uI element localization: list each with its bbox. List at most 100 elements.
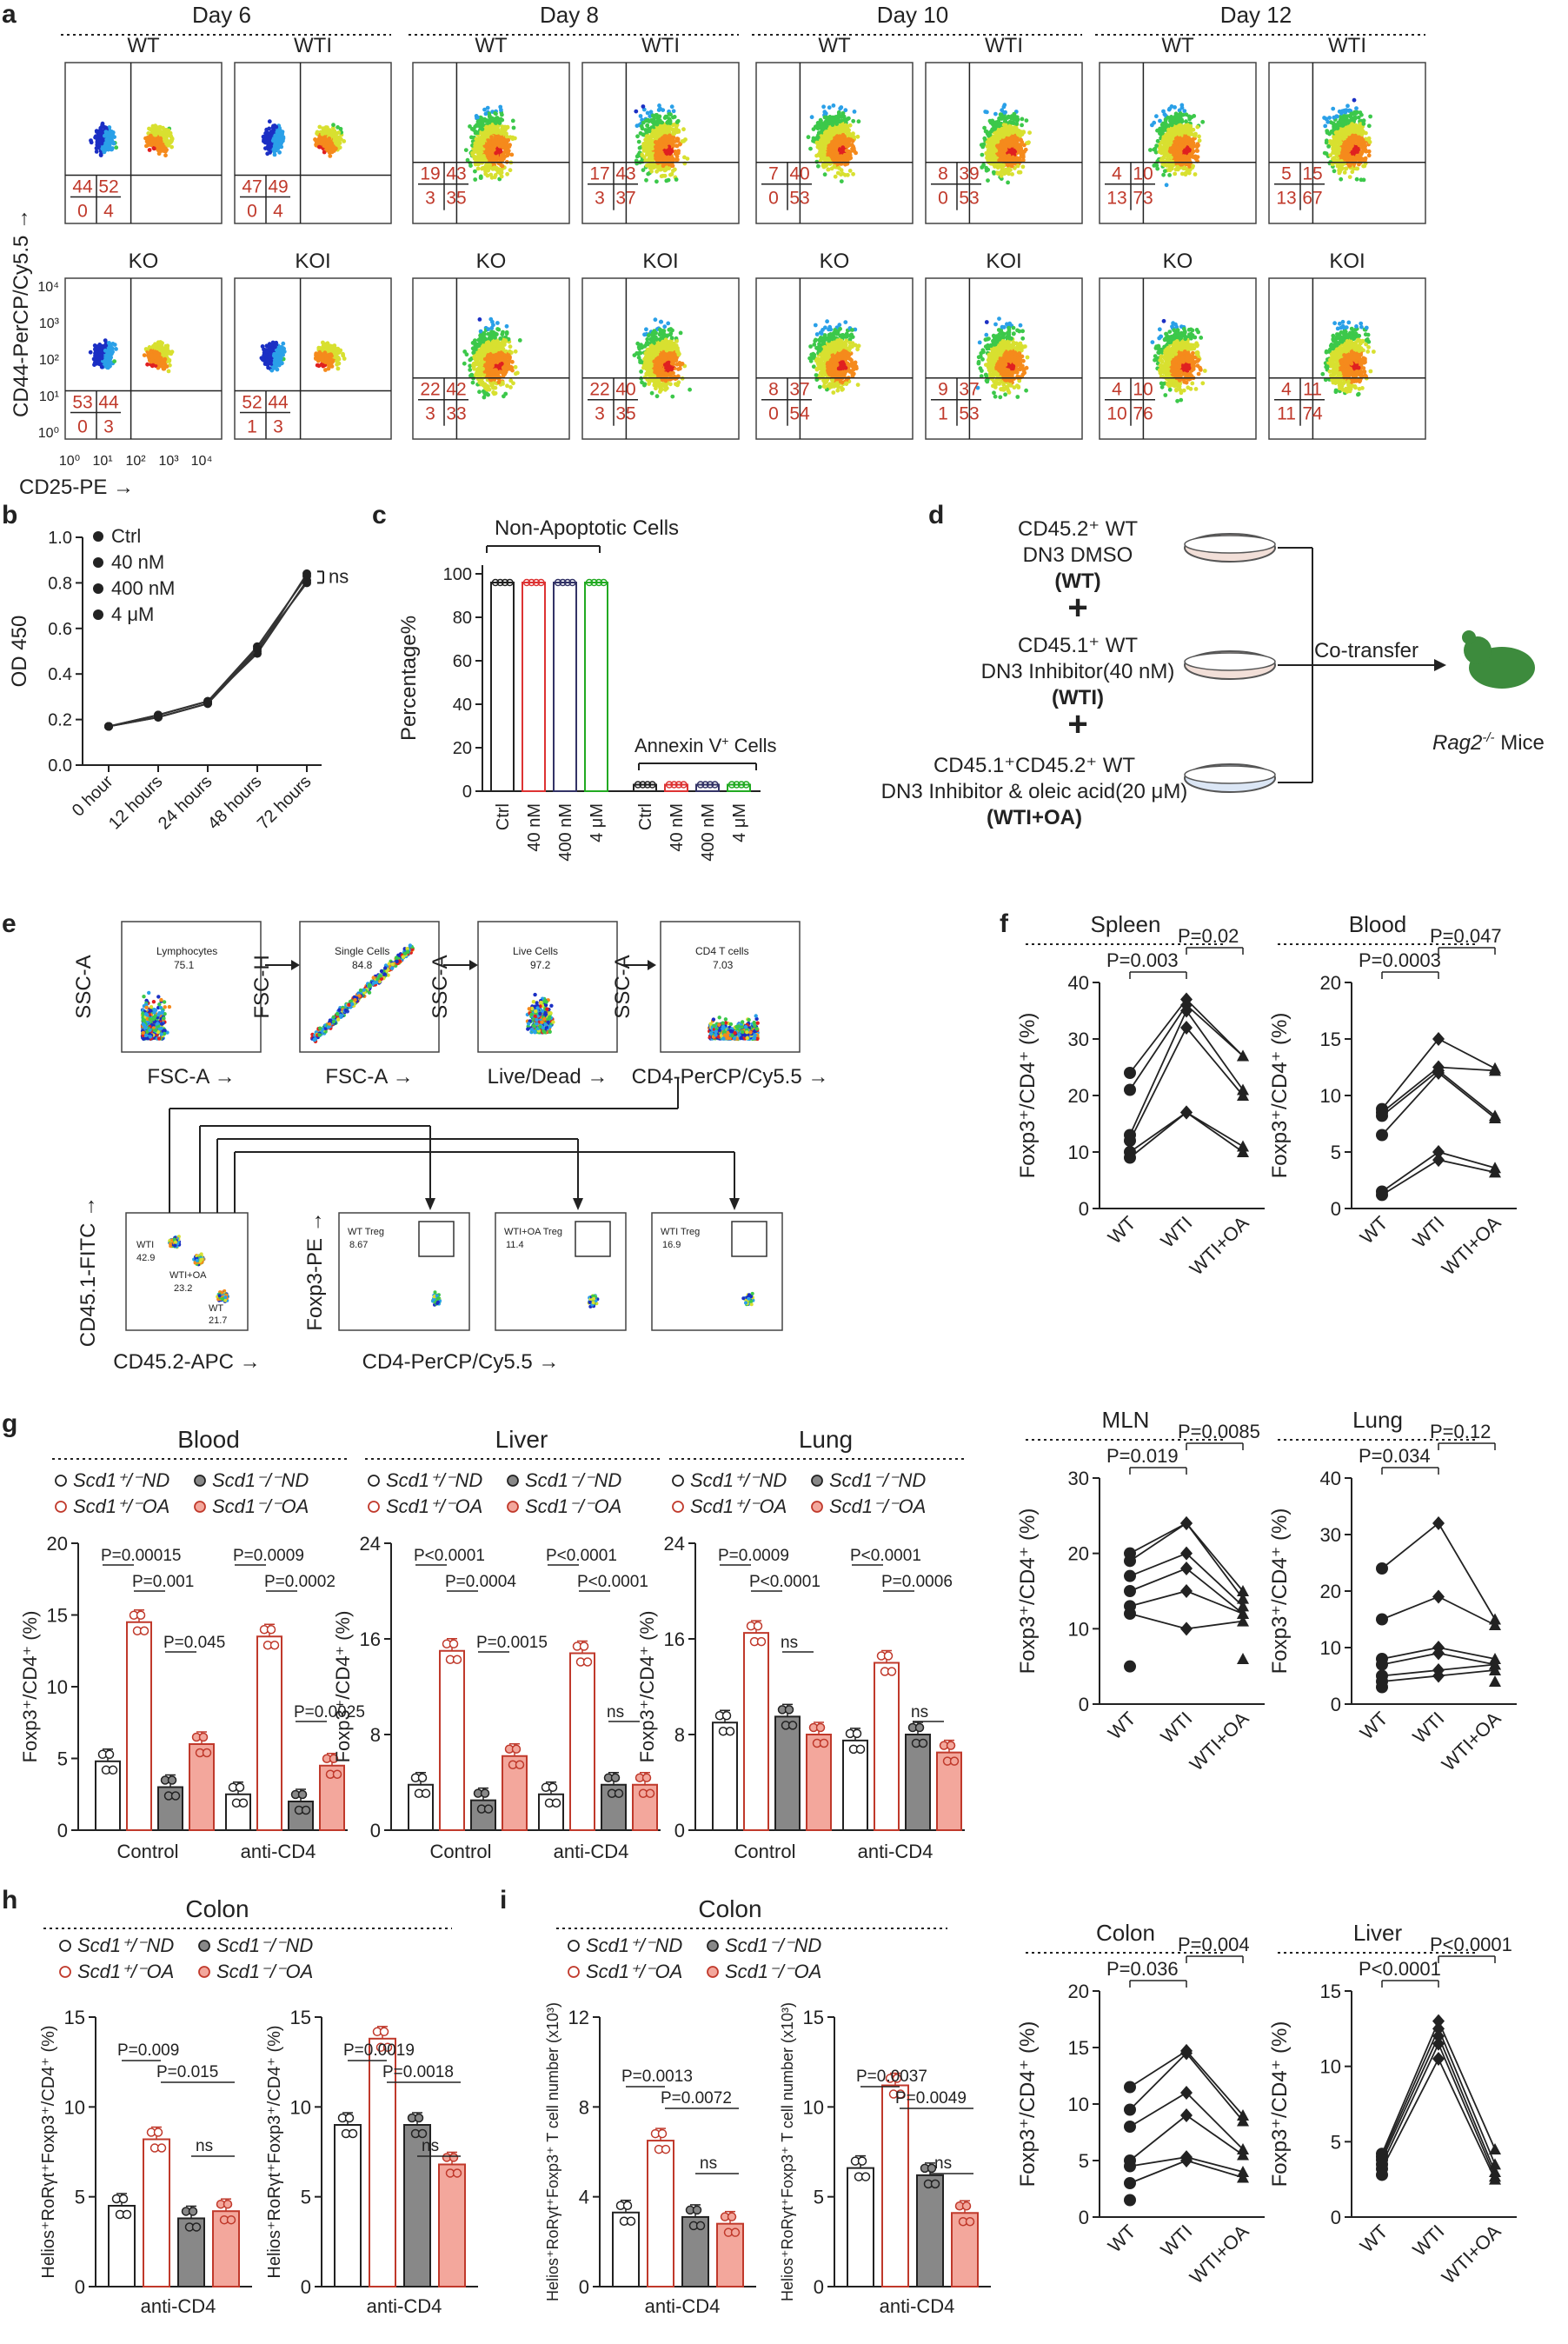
sample-label: WTI xyxy=(641,34,680,57)
event-dot xyxy=(473,141,478,146)
event-dot xyxy=(323,368,328,372)
event-dot xyxy=(641,132,646,137)
event-dot xyxy=(103,143,109,149)
event-dot xyxy=(670,163,675,169)
event-dot xyxy=(682,155,687,160)
event-dot xyxy=(482,332,487,336)
event-dot xyxy=(650,349,654,354)
event-dot xyxy=(495,321,500,325)
event-dot xyxy=(638,114,643,118)
event-dot xyxy=(498,336,503,341)
event-dot xyxy=(97,131,103,137)
event-dot xyxy=(649,117,654,123)
event-dot xyxy=(482,353,487,358)
event-dot xyxy=(654,140,658,144)
event-dot xyxy=(638,358,642,363)
event-dot xyxy=(462,350,468,354)
quadrant-value: 44 xyxy=(268,393,289,413)
quadrant-value: 17 xyxy=(589,164,609,184)
event-dot xyxy=(662,173,668,178)
panel-letter: a xyxy=(2,0,17,29)
event-dot xyxy=(112,359,117,363)
event-dot xyxy=(502,144,507,150)
event-dot xyxy=(640,153,645,157)
event-dot xyxy=(320,131,325,137)
event-dot xyxy=(668,133,672,138)
event-dot xyxy=(321,126,326,131)
event-dot xyxy=(500,163,505,169)
event-dot xyxy=(145,362,150,367)
event-dot xyxy=(471,128,476,132)
event-dot xyxy=(494,368,498,373)
event-dot xyxy=(100,146,105,151)
event-dot xyxy=(468,368,473,372)
quadrant-value: 19 xyxy=(420,164,440,184)
event-dot xyxy=(109,346,113,350)
quadrant-value: 43 xyxy=(615,164,635,184)
event-dot xyxy=(499,108,503,112)
event-dot xyxy=(482,395,487,400)
quadrant-value: 0 xyxy=(247,202,257,222)
event-dot xyxy=(269,144,273,149)
event-dot xyxy=(649,169,654,174)
event-dot xyxy=(639,370,643,374)
event-dot xyxy=(672,115,677,119)
event-dot xyxy=(262,347,266,352)
event-dot xyxy=(505,355,510,360)
event-dot xyxy=(667,127,671,132)
event-dot xyxy=(481,346,486,351)
event-dot xyxy=(158,342,163,347)
event-dot xyxy=(474,137,479,142)
event-dot xyxy=(493,135,498,140)
event-dot xyxy=(656,108,661,112)
event-dot xyxy=(480,127,485,131)
quadrant-value: 44 xyxy=(72,177,93,197)
event-dot xyxy=(639,123,644,129)
event-dot xyxy=(269,368,275,373)
event-dot xyxy=(674,347,679,351)
event-dot xyxy=(496,341,502,345)
event-dot xyxy=(484,391,489,396)
day-label: Day 6 xyxy=(192,2,251,28)
event-dot xyxy=(336,130,342,135)
event-dot xyxy=(635,341,641,346)
event-dot xyxy=(675,383,680,388)
event-dot xyxy=(475,115,480,120)
event-dot xyxy=(477,317,482,322)
event-dot xyxy=(93,355,98,359)
sample-label: KOI xyxy=(295,250,330,273)
event-dot xyxy=(646,333,651,338)
event-dot xyxy=(147,148,152,152)
event-dot xyxy=(88,350,93,355)
event-dot xyxy=(169,137,175,142)
event-dot xyxy=(486,371,491,376)
event-dot xyxy=(94,150,99,154)
event-dot xyxy=(98,152,103,157)
event-dot xyxy=(264,139,269,143)
event-dot xyxy=(103,344,107,349)
event-dot xyxy=(270,138,276,143)
event-dot xyxy=(488,345,493,350)
quadrant-value: 47 xyxy=(242,177,262,197)
event-dot xyxy=(653,129,657,134)
event-dot xyxy=(496,327,502,332)
event-dot xyxy=(336,361,342,366)
event-dot xyxy=(508,349,512,354)
event-dot xyxy=(151,146,156,151)
event-dot xyxy=(654,164,660,170)
event-dot xyxy=(156,357,161,363)
sample-label: KO xyxy=(129,250,159,273)
event-dot xyxy=(513,349,518,354)
event-dot xyxy=(497,356,502,362)
event-dot xyxy=(678,330,683,336)
event-dot xyxy=(482,385,488,390)
plot-frame xyxy=(234,62,392,224)
event-dot xyxy=(153,350,157,355)
event-dot xyxy=(662,333,668,337)
event-dot xyxy=(498,149,503,154)
event-dot xyxy=(477,161,482,166)
event-dot xyxy=(646,117,650,123)
event-dot xyxy=(332,138,337,143)
event-dot xyxy=(496,380,502,385)
